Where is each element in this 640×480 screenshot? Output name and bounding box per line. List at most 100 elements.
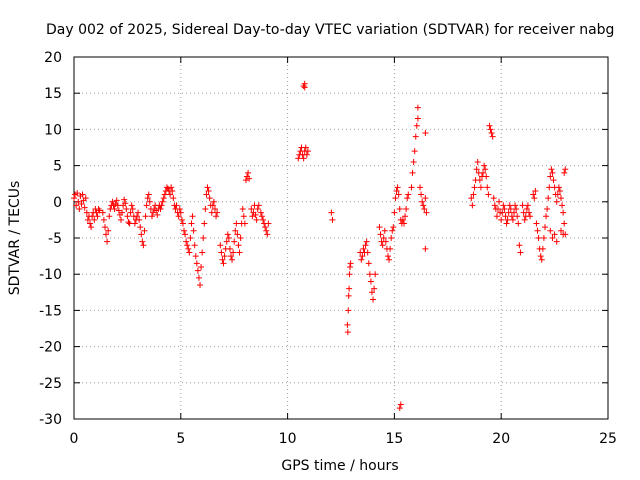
data-point: [367, 278, 374, 285]
data-point: [372, 271, 379, 278]
data-point: [395, 191, 402, 198]
data-point: [177, 209, 184, 216]
data-point: [422, 130, 429, 137]
data-point: [390, 224, 397, 231]
data-point: [549, 169, 556, 176]
data-point: [480, 169, 487, 176]
data-point: [75, 198, 82, 205]
data-point: [547, 227, 554, 234]
data-point: [345, 292, 352, 299]
y-tick-label: -20: [39, 340, 62, 356]
data-point: [249, 213, 256, 220]
data-point: [556, 187, 563, 194]
y-tick-label: 10: [44, 122, 62, 138]
data-point: [404, 195, 411, 202]
data-point: [508, 213, 515, 220]
data-point: [481, 162, 488, 169]
data-point: [181, 227, 188, 234]
data-point: [223, 238, 230, 245]
data-point: [199, 249, 206, 256]
data-point: [560, 231, 567, 238]
data-point: [379, 242, 386, 249]
data-point: [370, 296, 377, 303]
data-point: [377, 231, 384, 238]
data-point: [554, 191, 561, 198]
y-tick-label: -5: [48, 231, 62, 247]
x-tick-label: 5: [176, 431, 185, 447]
y-tick-labels: -30 -25 -20 -15 -10 -5 0 5 10 15 20: [39, 50, 62, 428]
data-point: [408, 184, 415, 191]
data-point: [89, 213, 96, 220]
data-point: [231, 238, 238, 245]
data-point: [260, 216, 267, 223]
data-point: [560, 209, 567, 216]
data-point: [484, 184, 491, 191]
data-point: [91, 216, 98, 223]
data-point: [346, 263, 353, 270]
data-point: [494, 206, 501, 213]
data-point: [142, 213, 149, 220]
data-point: [94, 213, 101, 220]
data-point: [537, 253, 544, 260]
data-point: [503, 220, 510, 227]
data-point: [128, 202, 135, 209]
data-point: [394, 184, 401, 191]
data-point: [209, 202, 216, 209]
x-tick-labels: 0 5 10 15 20 25: [70, 431, 617, 447]
data-point: [124, 213, 131, 220]
data-point: [114, 202, 121, 209]
data-point: [391, 209, 398, 216]
data-point: [358, 256, 365, 263]
data-point: [393, 187, 400, 194]
data-point: [386, 256, 393, 263]
data-point: [232, 227, 239, 234]
data-point: [79, 191, 86, 198]
data-point: [515, 220, 522, 227]
data-point: [202, 206, 209, 213]
data-point: [329, 216, 336, 223]
data-point: [477, 184, 484, 191]
data-point: [389, 227, 396, 234]
data-point: [131, 220, 138, 227]
data-point: [485, 191, 492, 198]
data-point: [514, 213, 521, 220]
data-point: [409, 169, 416, 176]
data-point: [534, 227, 541, 234]
data-point: [511, 209, 518, 216]
data-point: [521, 216, 528, 223]
data-point: [198, 263, 205, 270]
data-point: [496, 198, 503, 205]
data-point: [167, 191, 174, 198]
data-point: [201, 220, 208, 227]
data-point: [539, 245, 546, 252]
chart-title: Day 002 of 2025, Sidereal Day-to-day VTE…: [46, 22, 614, 38]
data-point: [523, 206, 530, 213]
data-point: [423, 209, 430, 216]
data-point: [113, 197, 120, 204]
data-point: [236, 249, 243, 256]
data-point: [154, 211, 161, 218]
data-point: [520, 209, 527, 216]
data-point: [535, 235, 542, 241]
data-point: [380, 235, 387, 241]
data-point: [158, 202, 165, 209]
data-point: [230, 249, 237, 256]
data-point: [87, 220, 94, 227]
data-point: [561, 169, 568, 176]
data-point: [218, 249, 225, 256]
data-point: [248, 206, 255, 213]
data-point: [123, 206, 130, 213]
data-point: [541, 224, 548, 231]
data-point: [170, 195, 177, 202]
data-point: [245, 169, 252, 176]
data-point: [558, 227, 565, 234]
data-point: [489, 133, 496, 140]
data-point: [513, 206, 520, 213]
data-point: [493, 213, 500, 220]
data-point: [533, 220, 540, 227]
data-point: [93, 209, 100, 216]
data-point: [206, 195, 213, 202]
x-tick-label: 10: [279, 431, 297, 447]
data-point: [95, 206, 102, 213]
